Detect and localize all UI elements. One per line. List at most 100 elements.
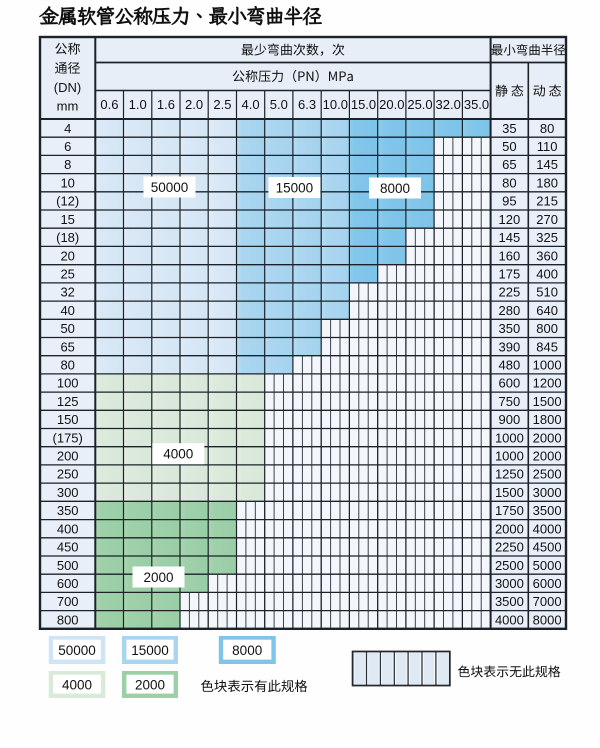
svg-text:1200: 1200 [533,376,562,391]
svg-text:0.6: 0.6 [100,97,118,112]
svg-text:3500: 3500 [533,503,562,518]
svg-text:225: 225 [499,285,521,300]
svg-text:32: 32 [60,285,74,300]
svg-text:20: 20 [60,248,74,263]
svg-text:120: 120 [499,212,521,227]
svg-text:160: 160 [499,248,521,263]
svg-text:2000: 2000 [495,521,524,536]
svg-text:350: 350 [57,503,79,518]
svg-text:50000: 50000 [151,180,189,195]
svg-text:700: 700 [57,594,79,609]
svg-text:35: 35 [502,121,516,136]
svg-text:15000: 15000 [131,643,169,658]
svg-text:3000: 3000 [533,485,562,500]
svg-text:5.0: 5.0 [270,97,288,112]
svg-text:10.0: 10.0 [323,97,348,112]
svg-text:150: 150 [57,412,79,427]
svg-text:3500: 3500 [495,594,524,609]
svg-text:350: 350 [499,321,521,336]
svg-text:50000: 50000 [58,643,96,658]
svg-text:400: 400 [536,267,558,282]
svg-text:640: 640 [536,303,558,318]
svg-text:25: 25 [60,267,74,282]
svg-text:175: 175 [499,267,521,282]
svg-text:1250: 1250 [495,467,524,482]
svg-text:15.0: 15.0 [351,97,376,112]
svg-text:8: 8 [64,157,71,172]
svg-text:4000: 4000 [62,678,92,693]
svg-text:80: 80 [540,121,554,136]
svg-text:400: 400 [57,521,79,536]
svg-text:10: 10 [60,175,74,190]
svg-text:200: 200 [57,449,79,464]
svg-text:1.0: 1.0 [129,97,147,112]
svg-text:2500: 2500 [495,558,524,573]
svg-text:20.0: 20.0 [379,97,404,112]
svg-text:100: 100 [57,376,79,391]
svg-text:2000: 2000 [533,430,562,445]
svg-text:1800: 1800 [533,412,562,427]
svg-text:1.6: 1.6 [157,97,175,112]
svg-text:50: 50 [502,139,516,154]
svg-text:80: 80 [502,175,516,190]
svg-text:1000: 1000 [495,449,524,464]
svg-text:50: 50 [60,321,74,336]
svg-text:800: 800 [57,612,79,627]
svg-text:(DN): (DN) [54,80,81,95]
svg-text:2000: 2000 [533,449,562,464]
svg-text:125: 125 [57,394,79,409]
svg-text:145: 145 [536,157,558,172]
svg-text:300: 300 [57,485,79,500]
svg-text:600: 600 [499,376,521,391]
svg-text:4: 4 [64,121,71,136]
svg-text:480: 480 [499,358,521,373]
svg-text:145: 145 [499,230,521,245]
svg-text:15: 15 [60,212,74,227]
svg-text:325: 325 [536,230,558,245]
svg-text:845: 845 [536,339,558,354]
svg-text:95: 95 [502,194,516,209]
svg-text:mm: mm [57,99,79,114]
svg-text:4000: 4000 [163,447,193,462]
svg-text:510: 510 [536,285,558,300]
svg-text:(12): (12) [56,194,79,209]
svg-text:215: 215 [536,194,558,209]
svg-text:(175): (175) [53,430,83,445]
svg-text:4.0: 4.0 [242,97,260,112]
svg-text:6000: 6000 [533,576,562,591]
svg-text:450: 450 [57,540,79,555]
svg-text:7000: 7000 [533,594,562,609]
svg-text:390: 390 [499,339,521,354]
svg-text:750: 750 [499,394,521,409]
svg-text:2000: 2000 [143,570,173,585]
svg-text:(18): (18) [56,230,79,245]
svg-text:1000: 1000 [495,430,524,445]
svg-text:2500: 2500 [533,467,562,482]
svg-text:32.0: 32.0 [436,97,461,112]
svg-text:6: 6 [64,139,71,154]
svg-text:3000: 3000 [495,576,524,591]
svg-text:4500: 4500 [533,540,562,555]
svg-text:35.0: 35.0 [464,97,489,112]
svg-text:2.0: 2.0 [185,97,203,112]
svg-text:40: 40 [60,303,74,318]
svg-text:65: 65 [502,157,516,172]
svg-text:280: 280 [499,303,521,318]
svg-text:15000: 15000 [276,180,314,195]
svg-text:6.3: 6.3 [298,97,316,112]
svg-text:270: 270 [536,212,558,227]
svg-text:8000: 8000 [380,181,410,196]
svg-text:8000: 8000 [232,643,262,658]
svg-text:65: 65 [60,339,74,354]
svg-text:4000: 4000 [533,521,562,536]
svg-text:1000: 1000 [533,358,562,373]
svg-text:8000: 8000 [533,612,562,627]
svg-text:1750: 1750 [495,503,524,518]
svg-text:2250: 2250 [495,540,524,555]
svg-text:5000: 5000 [533,558,562,573]
svg-text:900: 900 [499,412,521,427]
svg-text:25.0: 25.0 [407,97,432,112]
svg-text:250: 250 [57,467,79,482]
svg-text:80: 80 [60,358,74,373]
svg-text:600: 600 [57,576,79,591]
